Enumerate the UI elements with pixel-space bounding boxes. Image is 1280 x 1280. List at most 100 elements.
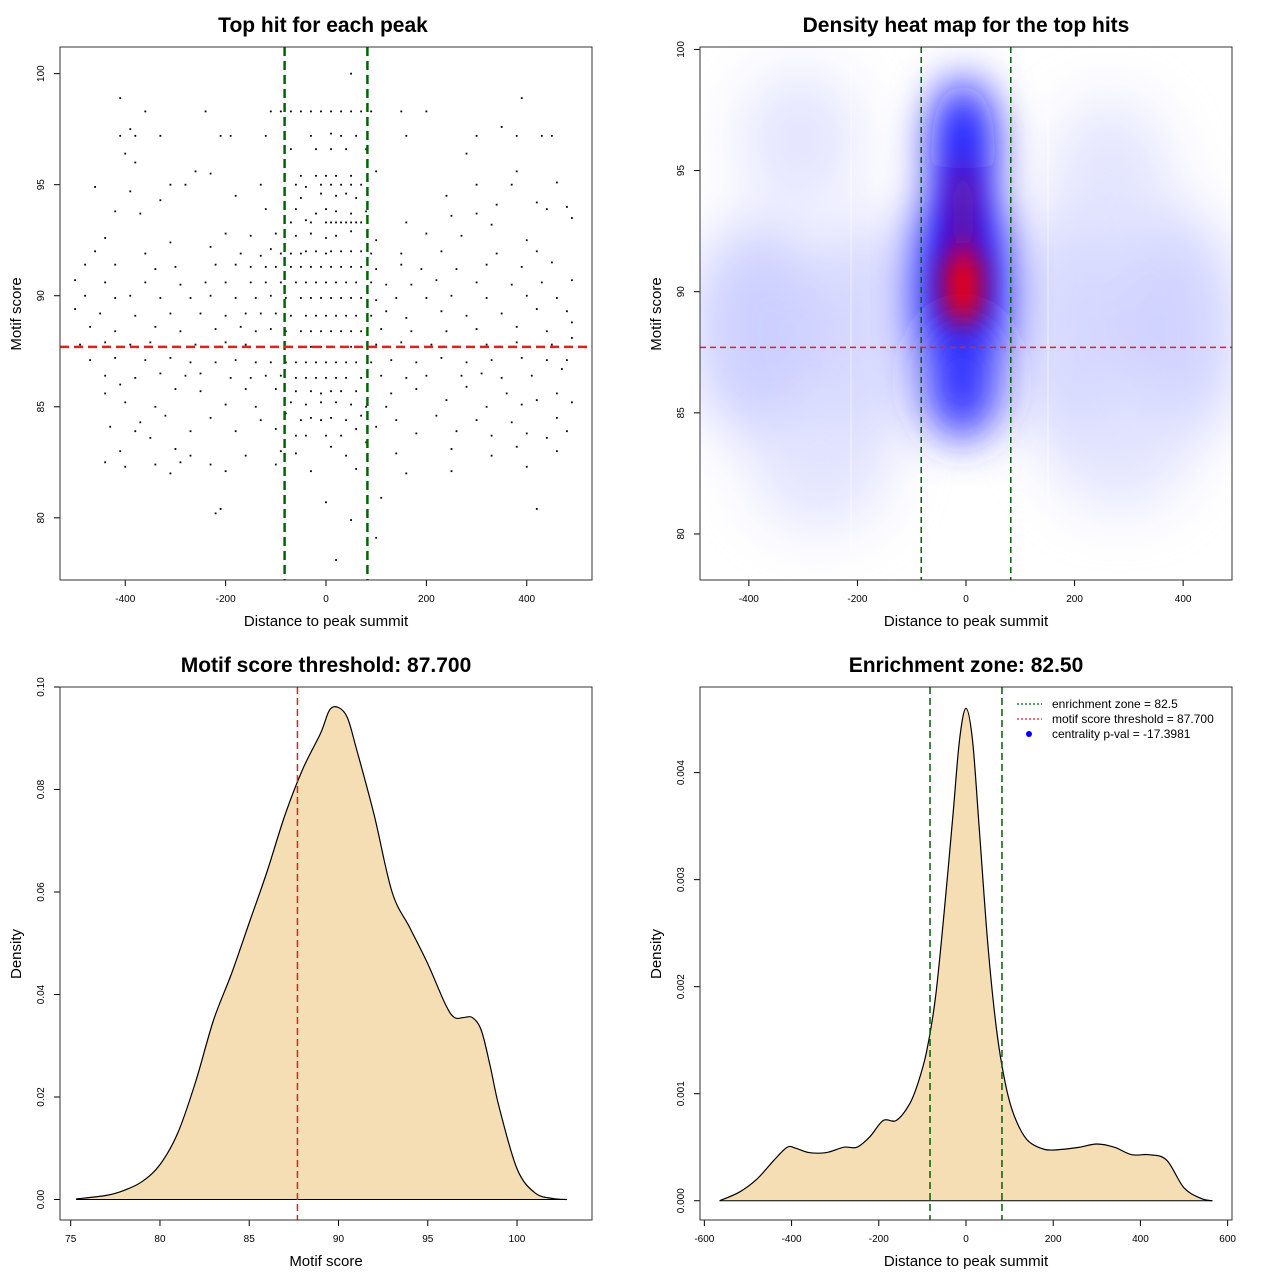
- data-point: [149, 436, 152, 439]
- data-point: [375, 343, 378, 346]
- data-point: [485, 405, 488, 408]
- data-point: [335, 281, 337, 284]
- data-point: [335, 210, 337, 213]
- data-point: [234, 194, 237, 197]
- data-point: [350, 330, 352, 333]
- data-point: [325, 314, 327, 317]
- score-density-fill: [76, 706, 568, 1200]
- data-point: [119, 383, 122, 386]
- data-point: [174, 448, 177, 450]
- data-point: [179, 283, 182, 286]
- data-point: [320, 183, 322, 186]
- heatmap-y-tick-label: 90: [676, 286, 687, 298]
- data-point: [465, 385, 468, 388]
- data-point: [294, 281, 297, 284]
- data-point: [134, 134, 137, 137]
- data-point: [169, 472, 172, 475]
- score-density-curve: [75, 706, 568, 1201]
- data-point: [330, 132, 332, 135]
- data-point: [294, 377, 297, 379]
- data-point: [104, 341, 107, 344]
- data-point: [375, 170, 378, 173]
- data-point: [555, 450, 558, 453]
- data-point: [234, 359, 237, 362]
- data-point: [264, 374, 267, 377]
- data-point: [425, 110, 428, 113]
- data-point: [515, 170, 518, 173]
- data-point: [360, 297, 363, 299]
- panel-score-density: Motif score threshold: 87.700 Motif scor…: [8, 654, 593, 1270]
- distance-density-x-tick-label: -600: [694, 1234, 714, 1245]
- data-point: [350, 519, 352, 521]
- data-point: [259, 312, 262, 315]
- data-point: [350, 212, 352, 215]
- data-point: [294, 361, 297, 364]
- data-point: [420, 268, 423, 270]
- data-point: [189, 430, 192, 433]
- data-point: [395, 452, 398, 455]
- data-point: [249, 377, 252, 379]
- data-point: [224, 341, 227, 344]
- data-point: [545, 359, 548, 362]
- data-point: [269, 110, 272, 113]
- scatter-xlabel: Distance to peak summit: [244, 613, 409, 630]
- data-point: [365, 405, 368, 408]
- data-point: [490, 223, 493, 226]
- data-point: [455, 268, 458, 270]
- data-point: [189, 361, 192, 364]
- data-point: [199, 372, 202, 375]
- data-point: [375, 299, 378, 302]
- data-point: [189, 454, 192, 457]
- data-point: [264, 281, 267, 284]
- data-point: [370, 252, 373, 255]
- data-point: [249, 281, 252, 284]
- data-point: [330, 445, 332, 448]
- data-point: [545, 208, 548, 211]
- data-point: [294, 452, 297, 455]
- data-point: [325, 281, 327, 284]
- data-point: [370, 281, 373, 284]
- data-point: [555, 392, 558, 395]
- panel-distance-density: Enrichment zone: 82.50 Distance to peak …: [648, 654, 1236, 1270]
- score-density-x-tick-label: 100: [509, 1234, 526, 1245]
- data-point: [104, 461, 107, 464]
- data-point: [450, 470, 453, 473]
- data-point: [289, 148, 292, 151]
- data-point: [320, 265, 322, 268]
- data-point: [114, 357, 117, 359]
- heatmap-plot-area: [700, 47, 1232, 580]
- data-point: [259, 183, 262, 186]
- data-point: [500, 126, 503, 128]
- data-point: [279, 450, 282, 453]
- data-point: [350, 230, 352, 233]
- data-point: [289, 110, 292, 113]
- data-point: [480, 372, 483, 375]
- data-point: [214, 328, 217, 330]
- data-point: [345, 419, 347, 421]
- data-point: [300, 252, 302, 255]
- data-point: [465, 361, 468, 364]
- data-point: [525, 239, 528, 242]
- data-point: [566, 206, 568, 208]
- heatmap-xlabel: Distance to peak summit: [884, 613, 1049, 630]
- data-point: [425, 232, 428, 235]
- heatmap-x-tick-label: -400: [739, 594, 759, 605]
- data-point: [535, 201, 538, 204]
- data-point: [475, 281, 478, 284]
- heatmap-y-tick-label: 95: [676, 165, 687, 177]
- data-point: [510, 421, 513, 424]
- data-point: [289, 401, 292, 404]
- data-point: [310, 416, 312, 419]
- data-point: [380, 496, 383, 499]
- data-point: [154, 325, 157, 328]
- data-point: [124, 401, 127, 404]
- data-point: [340, 265, 342, 268]
- data-point: [289, 252, 292, 255]
- data-point: [99, 312, 102, 315]
- data-point: [400, 110, 403, 113]
- scatter-x-tick-label: -400: [115, 594, 135, 605]
- data-point: [525, 465, 528, 468]
- data-point: [320, 192, 322, 195]
- data-point: [114, 263, 117, 266]
- data-point: [490, 454, 493, 457]
